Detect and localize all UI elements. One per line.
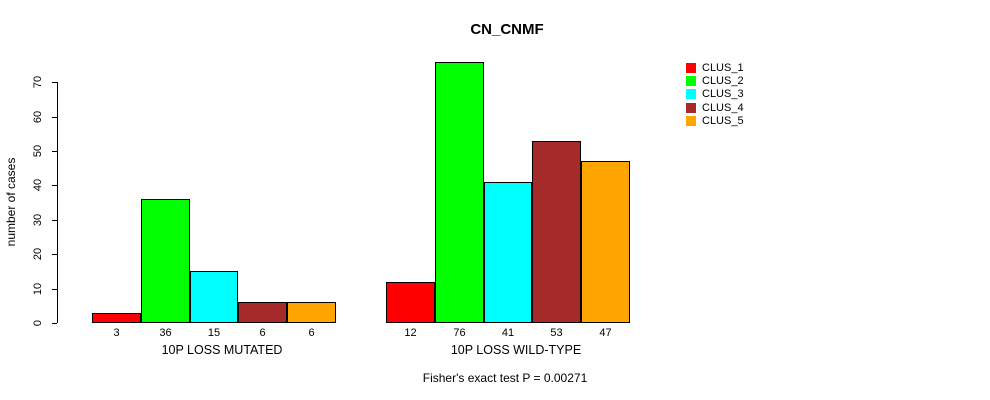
- bar-value-label: 15: [207, 327, 221, 339]
- bar-clus_2-group2: [435, 62, 484, 323]
- legend-item-clus_2: CLUS_2: [686, 75, 744, 87]
- legend-item-clus_4: CLUS_4: [686, 102, 744, 114]
- bar-value-label: 6: [308, 327, 315, 339]
- bar-clus_4-group2: [532, 141, 581, 323]
- bar-value-label: 3: [113, 327, 120, 339]
- bar-value-label: 53: [550, 327, 563, 339]
- bar-clus_2-group1: [141, 199, 190, 323]
- legend-swatch: [686, 76, 696, 86]
- y-tick-label: 20: [32, 247, 44, 261]
- y-tick: [52, 117, 57, 118]
- group-label: 10P LOSS MUTATED: [161, 343, 283, 357]
- y-tick-label: 70: [32, 75, 44, 89]
- y-tick: [52, 323, 57, 324]
- legend-label: CLUS_4: [702, 102, 744, 114]
- legend-item-clus_3: CLUS_3: [686, 88, 744, 100]
- bar-clus_1-group1: [92, 313, 141, 323]
- bar-value-label: 41: [501, 327, 515, 339]
- chart-title: CN_CNMF: [470, 21, 544, 38]
- y-tick: [52, 185, 57, 186]
- legend-label: CLUS_5: [702, 115, 744, 127]
- y-tick-label: 40: [32, 178, 44, 192]
- y-tick-label: 10: [32, 282, 44, 296]
- y-tick-label: 0: [32, 319, 44, 327]
- y-tick: [52, 289, 57, 290]
- bar-value-label: 76: [453, 327, 466, 339]
- legend-label: CLUS_2: [702, 75, 744, 87]
- y-tick-label: 60: [32, 110, 44, 124]
- bar-clus_3-group2: [484, 182, 532, 323]
- legend-item-clus_5: CLUS_5: [686, 115, 744, 127]
- legend-swatch: [686, 89, 696, 99]
- y-tick: [52, 151, 57, 152]
- bar-value-label: 12: [404, 327, 417, 339]
- bar-clus_1-group2: [386, 282, 435, 323]
- bar-clus_5-group2: [581, 161, 630, 323]
- footnote: Fisher's exact test P = 0.00271: [422, 371, 588, 385]
- y-tick-label: 50: [32, 144, 44, 158]
- bar-clus_3-group1: [190, 271, 238, 323]
- bar-value-label: 36: [159, 327, 172, 339]
- bar-value-label: 6: [259, 327, 266, 339]
- y-tick: [52, 82, 57, 83]
- y-tick: [52, 220, 57, 221]
- legend-label: CLUS_3: [702, 88, 744, 100]
- bar-value-label: 47: [599, 327, 612, 339]
- legend-label: CLUS_1: [702, 62, 744, 74]
- bar-clus_4-group1: [238, 302, 287, 323]
- legend-swatch: [686, 116, 696, 126]
- y-tick-label: 30: [32, 213, 44, 227]
- legend-swatch: [686, 103, 696, 113]
- y-tick: [52, 254, 57, 255]
- legend-swatch: [686, 63, 696, 73]
- group-label: 10P LOSS WILD-TYPE: [450, 343, 582, 357]
- bar-clus_5-group1: [287, 302, 336, 323]
- y-axis-title: number of cases: [4, 157, 18, 247]
- y-axis-line: [57, 82, 58, 323]
- legend-item-clus_1: CLUS_1: [686, 62, 744, 74]
